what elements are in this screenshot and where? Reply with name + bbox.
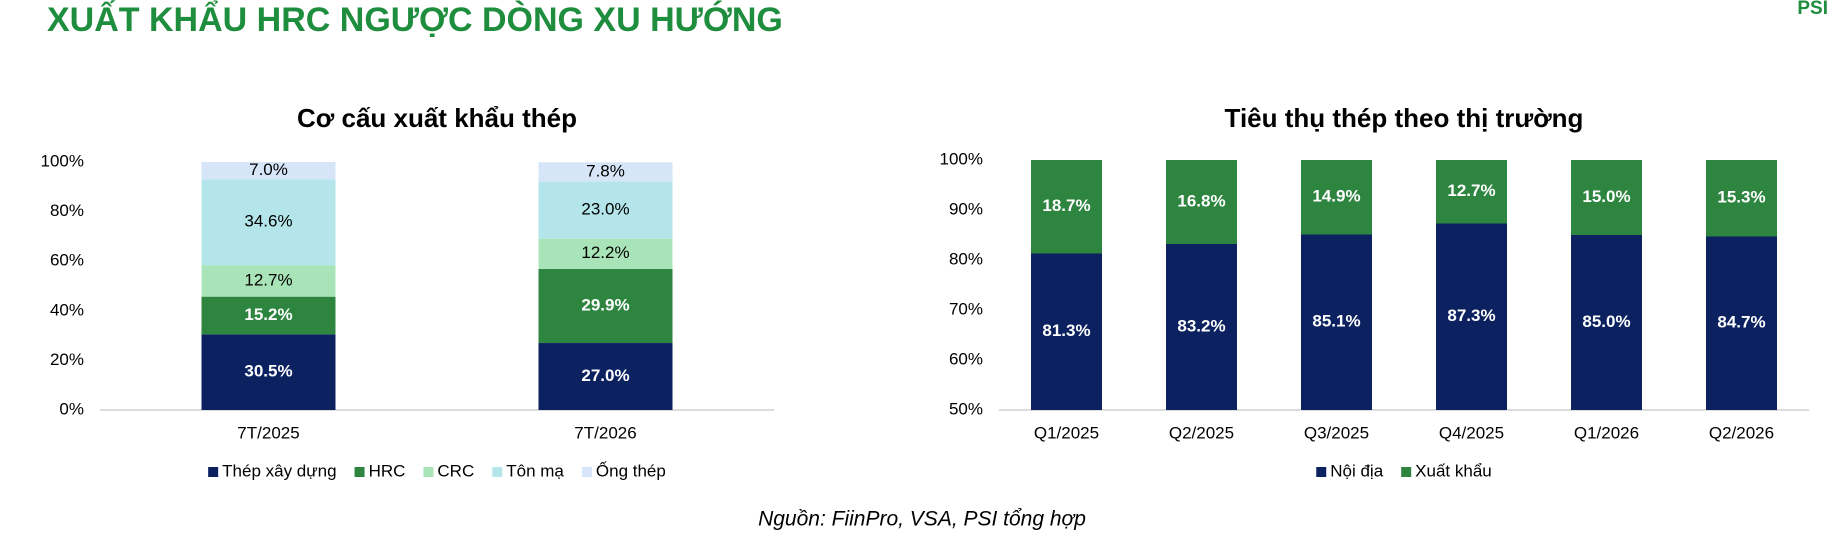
legend-label: CRC [437,461,474,480]
data-label: 34.6% [244,212,292,231]
bar-segment [1031,160,1102,254]
data-label: 83.2% [1177,316,1225,335]
bar-segment [201,334,336,410]
legend-label: HRC [369,461,406,480]
data-label: 23.0% [581,200,629,219]
y-tick-label: 40% [50,300,84,319]
y-tick-label: 100% [940,149,983,168]
bar-segment [538,343,673,410]
legend-label: Ống thép [596,460,666,480]
bar-segment [1301,234,1372,410]
x-tick-label: Q1/2026 [1574,423,1639,442]
x-tick-label: Q2/2025 [1169,423,1234,442]
y-tick-label: 100% [41,151,84,170]
data-label: 12.7% [244,270,292,289]
legend-swatch [423,467,434,477]
data-label: 81.3% [1042,321,1090,340]
bar-segment [1571,235,1642,410]
x-tick-label: Q2/2026 [1709,423,1774,442]
bar-segment [1436,223,1507,410]
data-label: 12.2% [581,243,629,262]
y-tick-label: 70% [949,299,983,318]
data-label: 7.8% [586,161,625,180]
data-label: 30.5% [244,362,292,381]
legend-swatch [208,467,219,477]
y-tick-label: 60% [949,349,983,368]
legend-label: Xuất khẩu [1415,461,1492,480]
y-tick-label: 0% [59,399,84,418]
legend-label: Nội địa [1330,461,1383,480]
data-label: 15.0% [1582,187,1630,206]
legend-swatch [492,467,503,477]
bar-segment [1571,160,1642,235]
x-tick-label: Q3/2025 [1304,423,1369,442]
y-tick-label: 60% [50,251,84,270]
bar-segment [538,162,673,182]
bar-segment [1706,236,1777,410]
bar-segment [1031,253,1102,410]
bar-segment [1436,160,1507,224]
bar-segment [201,296,336,335]
y-tick-label: 80% [50,201,84,220]
x-tick-label: Q1/2025 [1034,423,1099,442]
source: Nguồn: FiinPro, VSA, PSI tổng hợp [758,508,1086,531]
legend-swatch [1401,467,1412,477]
page-title: XUẤT KHẨU HRC NGƯỢC DÒNG XU HƯỚNG [47,1,783,39]
bar-segment [538,238,673,269]
y-tick-label: 80% [949,249,983,268]
data-label: 87.3% [1447,306,1495,325]
bar-segment [538,268,673,344]
data-label: 16.8% [1177,191,1225,210]
data-label: 85.1% [1312,312,1360,331]
y-tick-label: 50% [949,399,983,418]
legend-swatch [354,467,365,477]
bar-segment [1706,160,1777,237]
data-label: 14.9% [1312,187,1360,206]
data-label: 29.9% [581,295,629,314]
legend-label: Tôn mạ [506,461,564,480]
data-label: 27.0% [581,366,629,385]
legend-swatch [581,467,592,477]
data-label: 15.3% [1717,188,1765,207]
data-label: 12.7% [1447,181,1495,200]
data-label: 18.7% [1042,196,1090,215]
legend-label: Thép xây dựng [222,461,336,480]
x-tick-label: Q4/2025 [1439,423,1504,442]
bar-segment [1301,160,1372,235]
logo: PSI [1797,0,1828,19]
y-tick-label: 90% [949,199,983,218]
chart-title: Tiêu thụ thép theo thị trường [1225,103,1584,133]
legend-swatch [1316,467,1327,477]
data-label: 15.2% [244,305,292,324]
bar-segment [201,179,336,266]
x-tick-label: 7T/2026 [574,423,636,442]
bar-segment [201,265,336,297]
data-label: 84.7% [1717,313,1765,332]
chart-title: Cơ cấu xuất khẩu thép [297,103,577,133]
bar-segment [201,162,336,180]
data-label: 7.0% [249,160,288,179]
bar-segment [1166,244,1237,410]
bar-segment [1166,160,1237,244]
bar-segment [538,181,673,239]
y-tick-label: 20% [50,350,84,369]
data-label: 85.0% [1582,312,1630,331]
x-tick-label: 7T/2025 [237,423,299,442]
